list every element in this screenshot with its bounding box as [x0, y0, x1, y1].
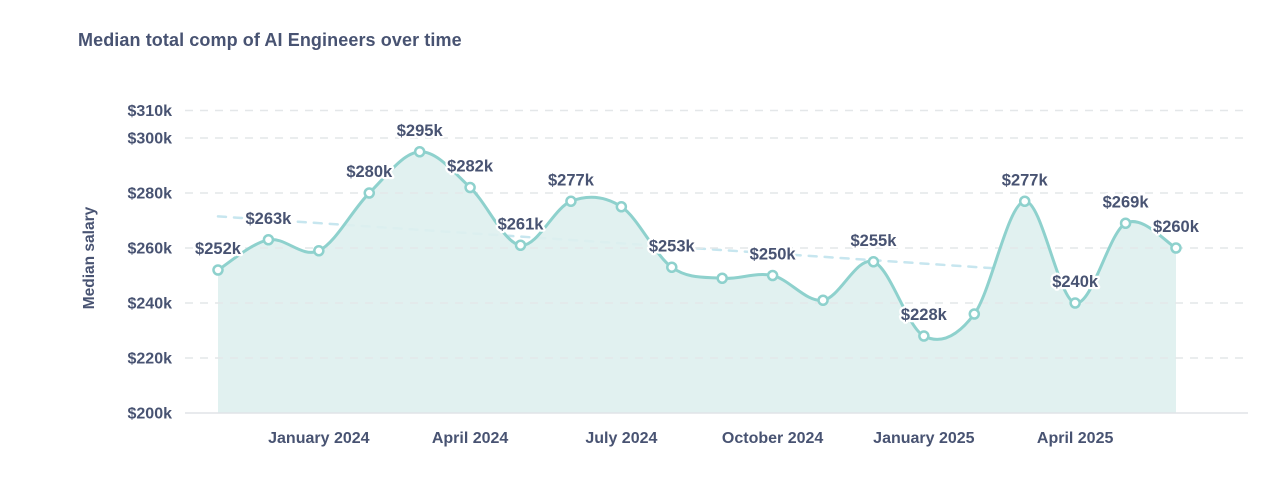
- point-value-label: $277k: [1002, 171, 1049, 189]
- data-point-jun-2025[interactable]: [1170, 242, 1182, 254]
- point-value-label: $252k: [195, 240, 242, 258]
- x-axis-tick-label: January 2024: [268, 430, 370, 447]
- point-value-label: $228k: [901, 306, 948, 324]
- point-value-label: $260k: [1153, 218, 1200, 236]
- data-point-mar-2024[interactable]: [413, 146, 426, 158]
- chart-title: Median total comp of AI Engineers over t…: [78, 30, 462, 50]
- data-point-may-2024[interactable]: [514, 239, 527, 251]
- data-point-feb-2025[interactable]: [968, 308, 981, 320]
- y-axis-tick-label: $240k: [128, 296, 173, 313]
- point-value-label: $277k: [548, 171, 595, 189]
- data-point-apr-2025[interactable]: [1069, 297, 1081, 309]
- data-point-apr-2024[interactable]: [464, 181, 476, 194]
- x-axis-tick-label: April 2024: [432, 430, 509, 447]
- y-axis-tick-label: $310k: [128, 103, 173, 120]
- data-point-jun-2024[interactable]: [565, 195, 577, 207]
- area-fill: [218, 151, 1176, 413]
- data-point-nov-2023[interactable]: [212, 264, 224, 276]
- point-value-label: $269k: [1103, 193, 1150, 211]
- point-value-label: $240k: [1052, 273, 1099, 291]
- data-point-sep-2024[interactable]: [716, 272, 728, 284]
- x-axis-tick-label: July 2024: [585, 430, 657, 447]
- y-axis-title: Median salary: [81, 206, 98, 309]
- y-axis-tick-label: $220k: [128, 351, 173, 368]
- point-value-label: $261k: [498, 215, 545, 233]
- data-point-nov-2024[interactable]: [817, 294, 829, 306]
- x-axis-tick-label: January 2025: [873, 430, 975, 447]
- data-point-oct-2024[interactable]: [766, 269, 779, 282]
- point-value-label: $295k: [397, 122, 444, 140]
- point-value-label: $282k: [447, 158, 494, 176]
- point-value-label: $263k: [245, 210, 292, 228]
- point-value-label: $255k: [851, 232, 898, 250]
- data-point-dec-2023[interactable]: [262, 234, 275, 246]
- data-point-jan-2024[interactable]: [313, 245, 325, 257]
- point-value-label: $253k: [649, 237, 696, 255]
- y-axis-tick-label: $260k: [128, 241, 173, 258]
- data-point-jul-2024[interactable]: [615, 201, 628, 213]
- y-axis-tick-label: $200k: [128, 406, 173, 423]
- point-value-label: $280k: [346, 163, 393, 181]
- point-value-label: $250k: [750, 246, 797, 264]
- data-point-feb-2024[interactable]: [363, 187, 376, 199]
- y-axis-tick-label: $280k: [128, 186, 173, 203]
- data-point-may-2025[interactable]: [1119, 217, 1132, 229]
- data-point-mar-2025[interactable]: [1018, 195, 1031, 207]
- data-point-dec-2024[interactable]: [867, 256, 880, 268]
- data-point-aug-2024[interactable]: [666, 261, 678, 273]
- y-axis-tick-label: $300k: [128, 131, 173, 148]
- x-axis-tick-label: April 2025: [1037, 430, 1114, 447]
- data-point-jan-2025[interactable]: [918, 330, 930, 342]
- x-axis-tick-label: October 2024: [722, 430, 823, 447]
